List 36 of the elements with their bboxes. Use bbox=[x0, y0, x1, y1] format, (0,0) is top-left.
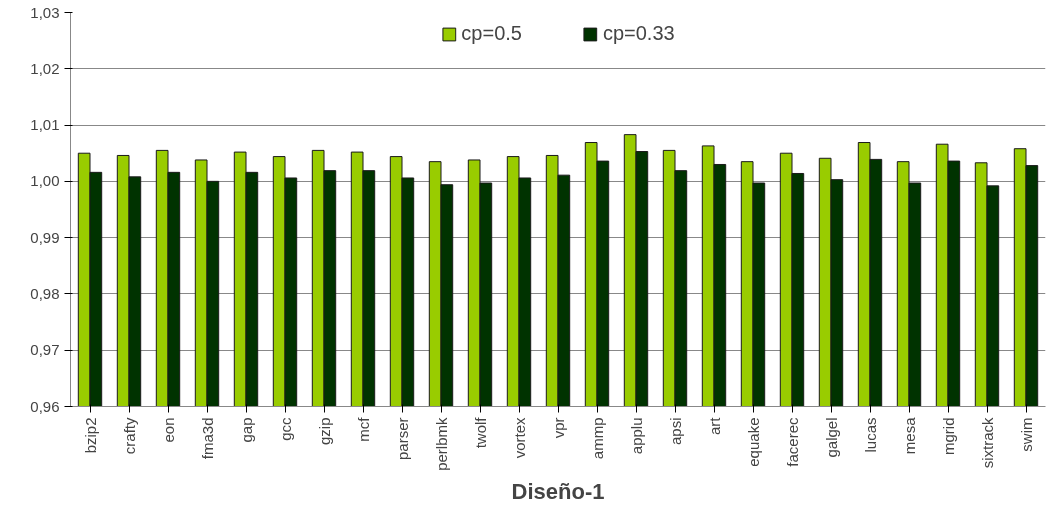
legend-label: cp=0.33 bbox=[602, 22, 675, 45]
x-tick-label: apsi bbox=[666, 417, 684, 446]
x-tick-label: ammp bbox=[588, 417, 606, 460]
x-tick-label: gzip bbox=[315, 417, 333, 446]
y-tick-label: 0,97 bbox=[30, 341, 60, 359]
x-tick-label: eon bbox=[159, 417, 177, 443]
x-tick-label: gcc bbox=[276, 417, 294, 441]
x-tick-label: fma3d bbox=[198, 417, 216, 460]
x-tick-label: vortex bbox=[510, 417, 528, 459]
x-tick-label: equake bbox=[744, 417, 762, 467]
x-tick-label: crafty bbox=[120, 417, 138, 455]
y-tick-label: 1,01 bbox=[30, 116, 60, 134]
legend-label: cp=0.5 bbox=[461, 22, 522, 45]
y-tick-label: 0,96 bbox=[30, 397, 60, 415]
y-tick-label: 1,00 bbox=[30, 172, 60, 190]
x-tick-label: bzip2 bbox=[81, 417, 99, 454]
x-tick-label: galgel bbox=[822, 417, 840, 458]
x-tick-label: art bbox=[705, 416, 723, 435]
y-tick-label: 0,99 bbox=[30, 228, 60, 246]
x-tick-label: sixtrack bbox=[978, 417, 996, 469]
x-tick-label: gap bbox=[237, 417, 255, 443]
y-tick-label: 0,98 bbox=[30, 284, 60, 302]
y-tick-label: 1,03 bbox=[30, 3, 60, 21]
y-tick-label: 1,02 bbox=[30, 59, 60, 77]
x-tick-label: perlbmk bbox=[432, 417, 450, 471]
x-tick-label: mcf bbox=[354, 416, 372, 442]
x-tick-label: vpr bbox=[549, 417, 567, 439]
x-tick-label: applu bbox=[627, 417, 645, 455]
x-tick-label: mesa bbox=[900, 416, 918, 455]
x-tick-label: twolf bbox=[471, 416, 489, 449]
x-axis-title: Diseño-1 bbox=[511, 478, 605, 504]
x-tick-label: facerec bbox=[783, 417, 801, 467]
x-tick-label: mgrid bbox=[939, 417, 957, 456]
x-tick-label: lucas bbox=[861, 417, 879, 453]
x-tick-label: swim bbox=[1017, 417, 1035, 452]
x-tick-label: parser bbox=[393, 417, 411, 461]
